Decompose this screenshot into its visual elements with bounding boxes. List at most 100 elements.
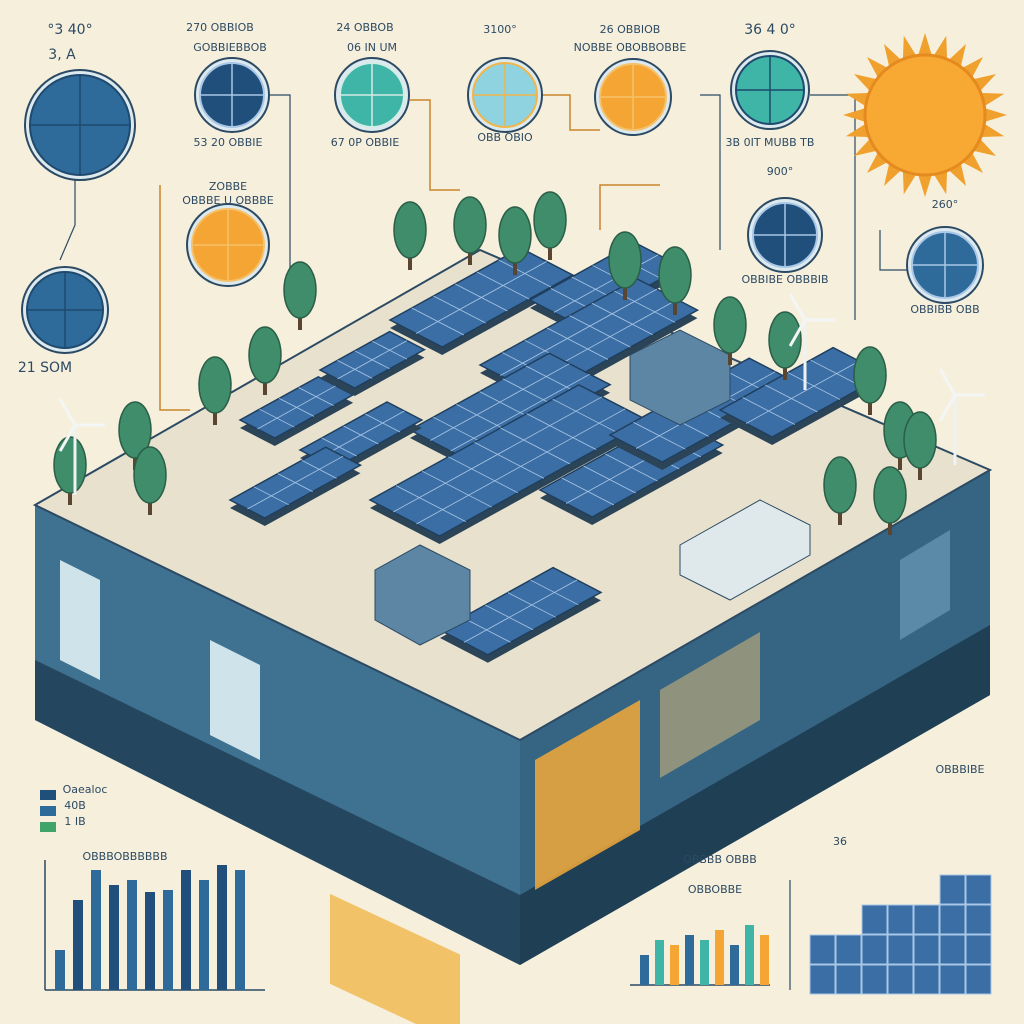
tree-trunk [898,448,902,470]
label: 53 20 OBBIE [194,136,263,149]
panel-grid [448,456,519,494]
decor-bar [199,880,209,990]
connector [410,99,460,191]
panel-grid [422,470,492,508]
legend-swatch [40,822,56,832]
decor-panel [835,964,862,995]
label: OBBIBB OBB [910,303,979,316]
tree-crown [198,356,232,414]
panel-grid [450,373,590,452]
connector [265,94,291,300]
decor-bar [91,870,101,990]
decor-bar [655,940,664,985]
decor-bar [235,870,245,990]
decor-panel [939,964,966,995]
label: 26 OBBIOB [600,23,661,36]
turbine-blade [58,398,77,426]
label: OBBBE U OBBBE [182,194,274,207]
panel-grid [257,385,336,430]
tree-trunk [148,493,152,515]
panel-grid [247,455,344,510]
left-base [35,660,520,965]
decor-panel [965,874,992,905]
sun [843,33,1007,197]
decor-panel [965,934,992,965]
decor-bar [700,940,709,985]
tree-trunk [728,343,732,365]
shed [629,329,731,426]
decor-bar [715,930,724,985]
label: OBB OBIO [477,131,533,144]
decor-bar [163,890,173,990]
window [900,530,950,640]
tree-trunk [133,448,137,470]
decor-bar [745,925,754,985]
shed [374,544,471,646]
tree-trunk [468,243,472,265]
tree-crown [453,196,487,254]
tree-trunk [408,248,412,270]
decor-bar [685,935,694,985]
decor-panel [861,964,888,995]
decor-bar [145,892,155,990]
label: 21 SOM [18,360,72,376]
label: °3 40° [47,22,92,38]
decor-panel [887,904,914,935]
window-glow [660,632,760,778]
panel-grid [591,302,653,336]
sun-ray [917,172,933,197]
label: 3B 0IT MUBB TB [726,136,815,149]
window-glow [330,893,460,1024]
connector [599,184,660,230]
decor-panel [861,904,888,935]
label: GOBBIEBBOB [193,41,267,54]
label: 36 [833,835,847,848]
label: 270 OBBIOB [186,21,254,34]
panel-grid [546,327,609,360]
label: OBBBIBE [935,763,984,776]
label: 24 OBBOB [336,21,393,34]
label: ZOBBE [209,180,247,193]
tree-trunk [623,278,627,300]
greenhouse [679,499,811,601]
decor-panel [939,934,966,965]
panel-grid [395,485,466,522]
tree-crown [823,456,857,514]
panel-grid [569,315,631,348]
legend-swatch [40,806,56,816]
decor-bar [670,945,679,985]
decor-panel [965,904,992,935]
tree-trunk [263,373,267,395]
panel-grid [416,408,626,525]
decor-panel [913,934,940,965]
tree-trunk [68,483,72,505]
tree-trunk [868,393,872,415]
window [210,640,260,760]
window-glow [535,700,640,890]
tree-crown [498,206,532,264]
decor-bar [730,945,739,985]
label: OBBOBBE [688,883,742,896]
panel-grid [552,398,623,436]
label: OBBIBE OBBBIB [741,273,828,286]
tree-trunk [213,403,217,425]
tree-crown [53,436,87,494]
decor-panel [965,964,992,995]
label: OBBBOBBBBBB [82,850,167,863]
decor-bar [217,865,227,990]
panel-grid [745,360,860,424]
label: 3, A [48,47,76,63]
label: OBBBB OBBB [683,853,757,866]
panel-grid [526,413,597,450]
tree-crown [118,401,152,459]
decor-panel [809,934,836,965]
decor-bar [760,935,769,985]
tree-trunk [548,238,552,260]
tree-crown [873,466,907,524]
label: 06 IN UM [347,41,397,54]
tree-trunk [513,253,517,275]
decor-panel [835,934,862,965]
tree-trunk [918,458,922,480]
turbine-blade [788,319,807,347]
